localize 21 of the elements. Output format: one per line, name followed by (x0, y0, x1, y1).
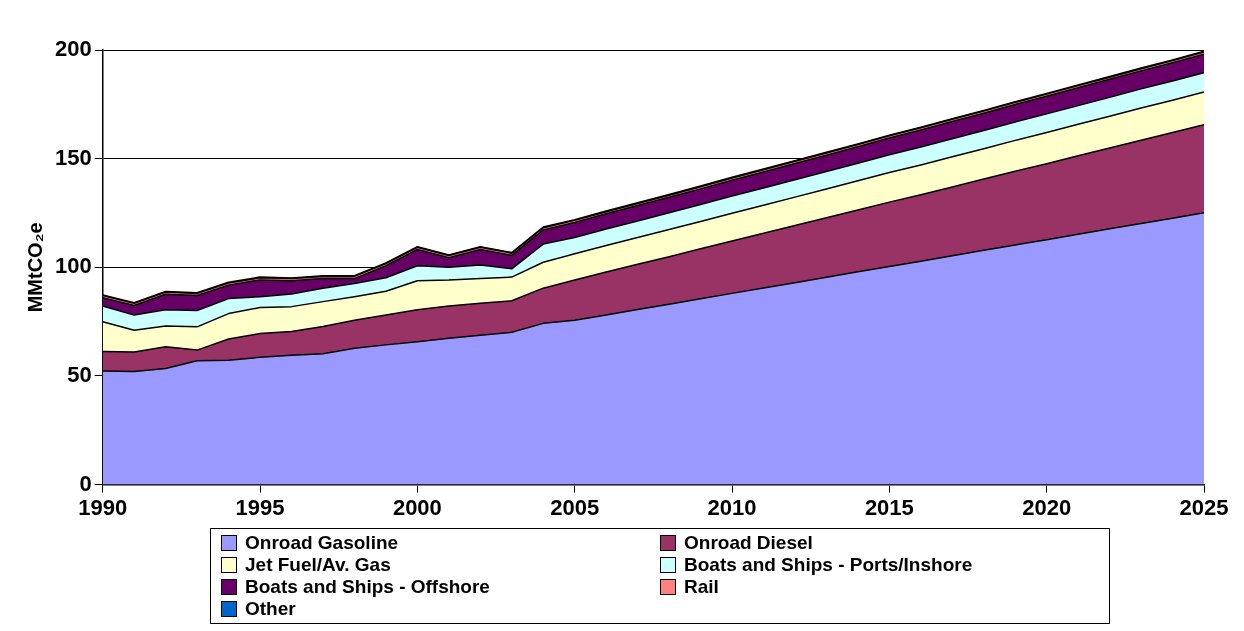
y-axis-title: MMtCO₂e (23, 222, 46, 313)
y-tick-label: 100 (54, 253, 92, 279)
legend-label: Jet Fuel/Av. Gas (245, 554, 391, 576)
legend-label: Onroad Diesel (684, 532, 813, 554)
legend-label: Boats and Ships - Ports/Inshore (684, 554, 973, 576)
legend-label: Onroad Gasoline (245, 532, 399, 554)
x-tick-label: 2005 (550, 494, 600, 520)
x-tick-label: 2000 (392, 494, 442, 520)
x-tick-label: 1995 (235, 494, 285, 520)
y-tick-label: 150 (54, 144, 92, 170)
x-tick-label: 2025 (1179, 494, 1229, 520)
legend-label: Boats and Ships - Offshore (245, 576, 490, 598)
x-tick-label: 2015 (864, 494, 914, 520)
x-tick-label: 2010 (707, 494, 757, 520)
y-tick-label: 0 (79, 470, 92, 496)
x-tick-label: 2020 (1022, 494, 1072, 520)
legend-label: Rail (684, 576, 719, 598)
legend-label: Other (245, 598, 296, 620)
x-tick-label: 1990 (78, 494, 128, 520)
y-tick-label: 50 (67, 362, 92, 388)
y-tick-label: 200 (54, 36, 92, 62)
